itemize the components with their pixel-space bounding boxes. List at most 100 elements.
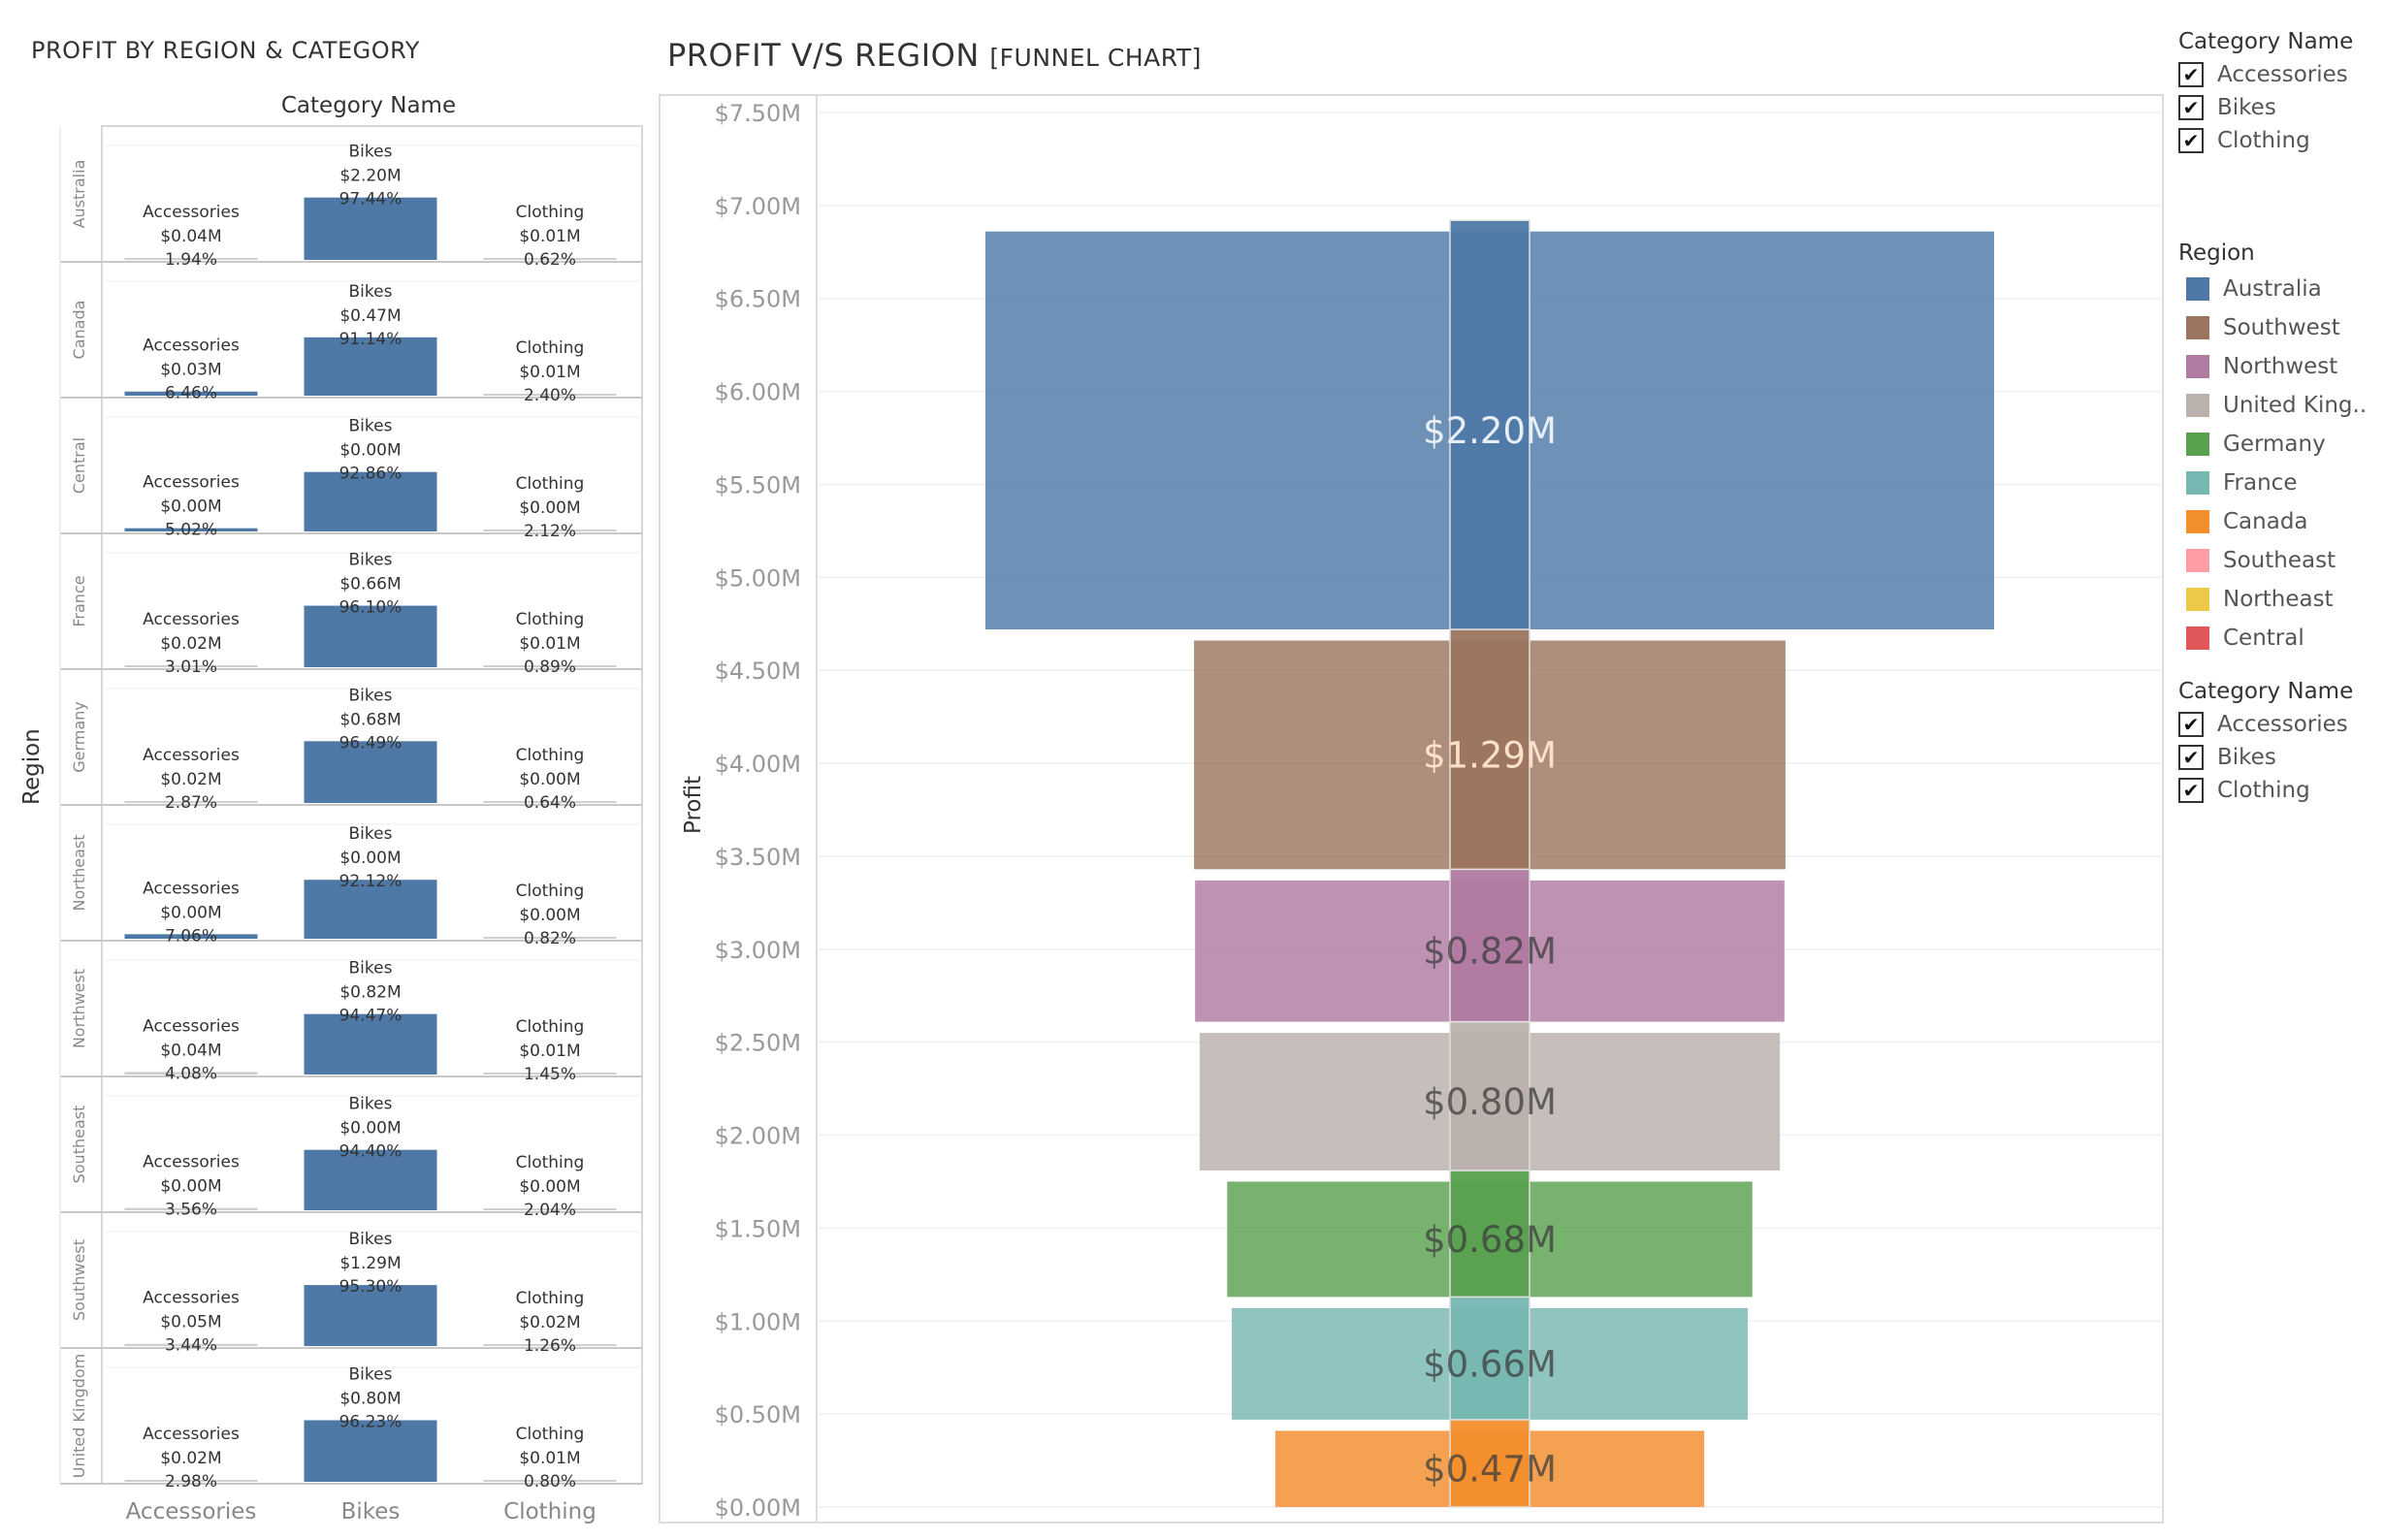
bar-percent-label: 0.89% — [524, 658, 576, 677]
category-bar[interactable] — [304, 605, 437, 667]
category-bar[interactable] — [304, 471, 437, 531]
category-bar[interactable] — [304, 880, 437, 939]
category-bar[interactable] — [124, 1072, 258, 1075]
legend-label: United King.. — [2223, 393, 2368, 418]
checkbox-icon[interactable]: ✔ — [2178, 712, 2204, 737]
category-bar[interactable] — [304, 337, 437, 396]
y-tick-label: $0.00M — [715, 1494, 801, 1522]
region-row-label: Central — [70, 437, 88, 494]
legend-region-item[interactable]: Australia — [2178, 270, 2367, 308]
category-bar[interactable] — [304, 197, 437, 260]
category-bar[interactable] — [304, 1420, 437, 1482]
region-row-label: Northwest — [70, 969, 88, 1048]
category-bar[interactable] — [124, 528, 258, 531]
bar-category-label: Bikes — [349, 959, 393, 979]
funnel-core-bar[interactable] — [1449, 1020, 1530, 1171]
funnel-value-label: $2.20M — [1423, 410, 1557, 452]
bar-category-label: Bikes — [349, 1230, 393, 1249]
legend-region-item[interactable]: Northeast — [2178, 580, 2367, 619]
bar-profit-label: $0.00M — [160, 1177, 221, 1197]
filter-accessories-top[interactable]: ✔ Accessories — [2178, 58, 2353, 91]
legend-region-item[interactable]: Germany — [2178, 425, 2367, 464]
category-bar[interactable] — [124, 258, 258, 260]
region-row-label: Southwest — [70, 1239, 88, 1321]
funnel-value-label: $0.82M — [1423, 931, 1557, 973]
funnel-core-bar[interactable] — [1449, 1419, 1530, 1508]
category-bar[interactable] — [483, 1480, 617, 1482]
filter-label: Clothing — [2217, 128, 2310, 153]
legend-label: Southeast — [2223, 548, 2336, 573]
category-bar[interactable] — [124, 801, 258, 803]
category-bar[interactable] — [124, 1480, 258, 1482]
legend-region-item[interactable]: Northwest — [2178, 347, 2367, 386]
funnel-core-bar[interactable] — [1449, 1170, 1530, 1299]
region-row-label: Northeast — [70, 834, 88, 911]
bar-percent-label: 1.94% — [165, 250, 217, 270]
y-tick-label: $0.50M — [715, 1401, 801, 1428]
legend-region-item[interactable]: Central — [2178, 619, 2367, 658]
legend-swatch — [2186, 316, 2209, 339]
category-bar[interactable] — [483, 1344, 617, 1346]
category-bar[interactable] — [124, 934, 258, 939]
bar-percent-label: 3.44% — [165, 1336, 217, 1356]
y-tick-label: $1.00M — [715, 1308, 801, 1335]
funnel-value-label: $0.66M — [1423, 1343, 1557, 1385]
funnel-core-bar[interactable] — [1449, 628, 1530, 871]
category-bar[interactable] — [124, 391, 258, 396]
category-bar[interactable] — [483, 1208, 617, 1210]
legend-label: Central — [2223, 626, 2304, 651]
bar-percent-label: 2.87% — [165, 793, 217, 813]
legend-region-item[interactable]: United King.. — [2178, 386, 2367, 425]
bar-profit-label: $0.04M — [160, 227, 221, 246]
category-bar[interactable] — [483, 937, 617, 939]
category-bar[interactable] — [304, 741, 437, 803]
category-bar[interactable] — [304, 1285, 437, 1346]
bar-percent-label: 7.06% — [165, 926, 217, 946]
bar-percent-label: 94.47% — [339, 1007, 403, 1026]
region-row-label: Australia — [70, 160, 88, 229]
filter-accessories-bottom[interactable]: ✔ Accessories — [2178, 708, 2353, 741]
funnel-core-bar[interactable] — [1449, 219, 1530, 630]
funnel-y-axis-label: Profit — [681, 776, 706, 834]
y-tick-label: $3.00M — [715, 937, 801, 964]
category-bar[interactable] — [483, 1073, 617, 1075]
y-tick-label: $1.50M — [715, 1215, 801, 1242]
filter-clothing-top[interactable]: ✔ Clothing — [2178, 124, 2353, 157]
category-bar[interactable] — [124, 1343, 258, 1346]
legend-category-top-title: Category Name — [2178, 29, 2354, 54]
bar-profit-label: $0.02M — [160, 634, 221, 654]
funnel-core-bar[interactable] — [1449, 1296, 1530, 1421]
filter-label: Bikes — [2217, 745, 2276, 770]
y-tick-label: $6.50M — [715, 286, 801, 313]
legend-region-item[interactable]: Canada — [2178, 502, 2367, 541]
filter-bikes-bottom[interactable]: ✔ Bikes — [2178, 741, 2353, 774]
bar-profit-label: $0.68M — [339, 710, 401, 729]
category-bar[interactable] — [483, 801, 617, 803]
bar-percent-label: 0.82% — [524, 929, 576, 948]
legend-region-item[interactable]: France — [2178, 464, 2367, 502]
bar-profit-label: $0.00M — [339, 1119, 401, 1139]
category-bar[interactable] — [483, 258, 617, 260]
funnel-core-bar[interactable] — [1449, 868, 1530, 1023]
category-bar[interactable] — [124, 1207, 258, 1210]
category-bar[interactable] — [304, 1013, 437, 1075]
category-bar[interactable] — [483, 665, 617, 667]
checkbox-icon[interactable]: ✔ — [2178, 128, 2204, 153]
filter-bikes-top[interactable]: ✔ Bikes — [2178, 91, 2353, 124]
legend-region-item[interactable]: Southeast — [2178, 541, 2367, 580]
category-bar[interactable] — [124, 665, 258, 667]
region-row-label: United Kingdom — [70, 1354, 88, 1478]
category-bar[interactable] — [304, 1149, 437, 1210]
bar-percent-label: 94.40% — [339, 1142, 403, 1162]
bar-percent-label: 97.44% — [339, 190, 403, 209]
bar-percent-label: 96.23% — [339, 1412, 403, 1431]
legend-region-item[interactable]: Southwest — [2178, 308, 2367, 347]
category-bar[interactable] — [483, 529, 617, 531]
checkbox-icon[interactable]: ✔ — [2178, 778, 2204, 803]
checkbox-icon[interactable]: ✔ — [2178, 62, 2204, 87]
filter-clothing-bottom[interactable]: ✔ Clothing — [2178, 774, 2353, 807]
checkbox-icon[interactable]: ✔ — [2178, 95, 2204, 120]
category-bar[interactable] — [483, 394, 617, 396]
checkbox-icon[interactable]: ✔ — [2178, 745, 2204, 770]
bar-profit-label: $0.80M — [339, 1389, 401, 1408]
